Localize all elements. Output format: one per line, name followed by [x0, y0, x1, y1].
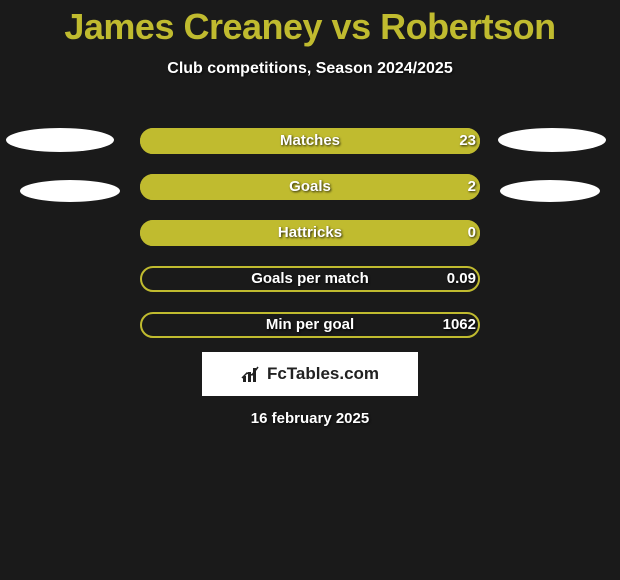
- stat-row-goals-per-match: Goals per match 0.09: [0, 260, 620, 306]
- stat-value: 23: [452, 128, 476, 154]
- bar-chart-icon: [241, 364, 261, 384]
- stats-container: Matches 23 Goals 2 Hattricks 0 Goals per…: [0, 122, 620, 352]
- stat-label: Goals: [140, 174, 480, 200]
- stat-label: Hattricks: [140, 220, 480, 246]
- avatar-right-placeholder: [500, 180, 600, 202]
- stat-label: Goals per match: [140, 266, 480, 292]
- stat-label: Min per goal: [140, 312, 480, 338]
- stat-value: 0.09: [440, 266, 476, 292]
- subtitle: Club competitions, Season 2024/2025: [0, 60, 620, 78]
- page-title: James Creaney vs Robertson: [0, 0, 620, 48]
- avatar-right-placeholder: [498, 128, 606, 152]
- fctables-logo[interactable]: FcTables.com: [202, 352, 418, 396]
- avatar-left-placeholder: [6, 128, 114, 152]
- logo-text: FcTables.com: [267, 364, 379, 384]
- stat-row-goals: Goals 2: [0, 168, 620, 214]
- stat-row-min-per-goal: Min per goal 1062: [0, 306, 620, 352]
- stat-value: 2: [452, 174, 476, 200]
- stat-value: 1062: [440, 312, 476, 338]
- stat-label: Matches: [140, 128, 480, 154]
- date-label: 16 february 2025: [0, 410, 620, 427]
- stat-value: 0: [452, 220, 476, 246]
- stat-row-matches: Matches 23: [0, 122, 620, 168]
- stat-row-hattricks: Hattricks 0: [0, 214, 620, 260]
- avatar-left-placeholder: [20, 180, 120, 202]
